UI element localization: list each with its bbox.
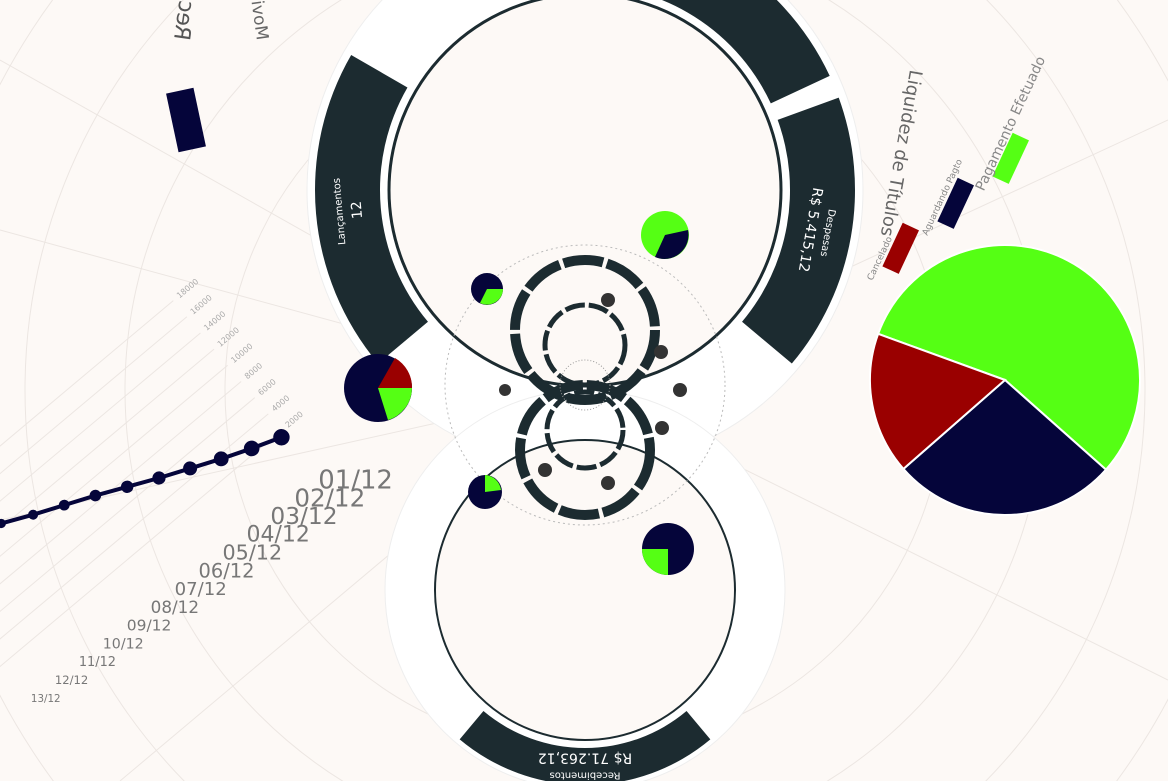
grid-line (0, 381, 242, 620)
pie-slice (876, 244, 1141, 472)
legend-swatch (937, 177, 974, 229)
pie-slice (869, 332, 1007, 471)
x-tick-label: 07/12 (175, 579, 227, 600)
line-point (243, 440, 260, 457)
legend-swatch (992, 132, 1029, 184)
line-point (152, 471, 166, 485)
receita-title: Receita (168, 0, 204, 42)
x-tick-label: 02/12 (294, 483, 365, 512)
grid-line (0, 397, 256, 636)
card-segment (315, 55, 428, 364)
line-point (89, 489, 102, 502)
grid-line (0, 332, 201, 572)
grid-line (0, 348, 215, 588)
top-ring-inner (387, 0, 783, 388)
y-tick-label: 4000 (270, 393, 291, 413)
card-segment (661, 0, 830, 104)
x-tick-label: 11/12 (79, 655, 116, 670)
grid-line (0, 316, 188, 556)
legend-swatch (882, 222, 919, 274)
y-tick-label: 18000 (175, 277, 200, 300)
droste-core (344, 211, 726, 575)
x-tick-label: 08/12 (151, 597, 199, 617)
x-tick-label: 10/12 (103, 636, 144, 652)
bottom-ring-inner (434, 439, 736, 741)
line-point (213, 451, 229, 467)
x-tick-label: 04/12 (246, 523, 309, 548)
x-tick-label: 12/12 (55, 673, 88, 687)
y-tick-label: 6000 (256, 377, 277, 397)
y-tick-label: 10000 (229, 342, 254, 365)
card-value: R$ 71.263,12 (538, 750, 632, 766)
card-value: 12 (349, 200, 366, 219)
line-point (28, 509, 39, 520)
y-tick-label: 8000 (243, 361, 264, 381)
line-point (120, 480, 134, 493)
grid-line (0, 364, 228, 604)
card-segment (459, 711, 711, 781)
x-tick-label: 13/12 (31, 693, 61, 705)
legend-swatch (166, 87, 206, 153)
movement-title: Movimento De Entradas e Saídas 30 dias (203, 0, 271, 41)
card-segment (742, 97, 855, 364)
liquidity-title: Liquidez de Títulos (876, 68, 926, 238)
pie-slice (902, 378, 1108, 516)
y-tick-label: 12000 (216, 325, 241, 348)
x-tick-label: 09/12 (127, 617, 172, 635)
card-value: 5 (691, 0, 707, 1)
line-point (0, 518, 6, 529)
line-point (58, 499, 70, 511)
line-chart: 2000400060008000100001200014000160001800… (0, 277, 393, 705)
x-tick-label: 06/12 (199, 559, 255, 582)
grid-line (0, 300, 174, 539)
card-label: Recebimentos (550, 770, 621, 781)
grid-line (0, 429, 283, 669)
y-tick-label: 2000 (284, 410, 305, 430)
line-point (273, 429, 290, 446)
line-point (183, 461, 198, 476)
y-tick-label: 16000 (189, 293, 214, 316)
x-tick-label: 05/12 (222, 541, 282, 565)
x-tick-label: 03/12 (270, 503, 337, 530)
x-tick-label: 01/12 (318, 466, 393, 496)
y-tick-label: 14000 (202, 309, 227, 332)
